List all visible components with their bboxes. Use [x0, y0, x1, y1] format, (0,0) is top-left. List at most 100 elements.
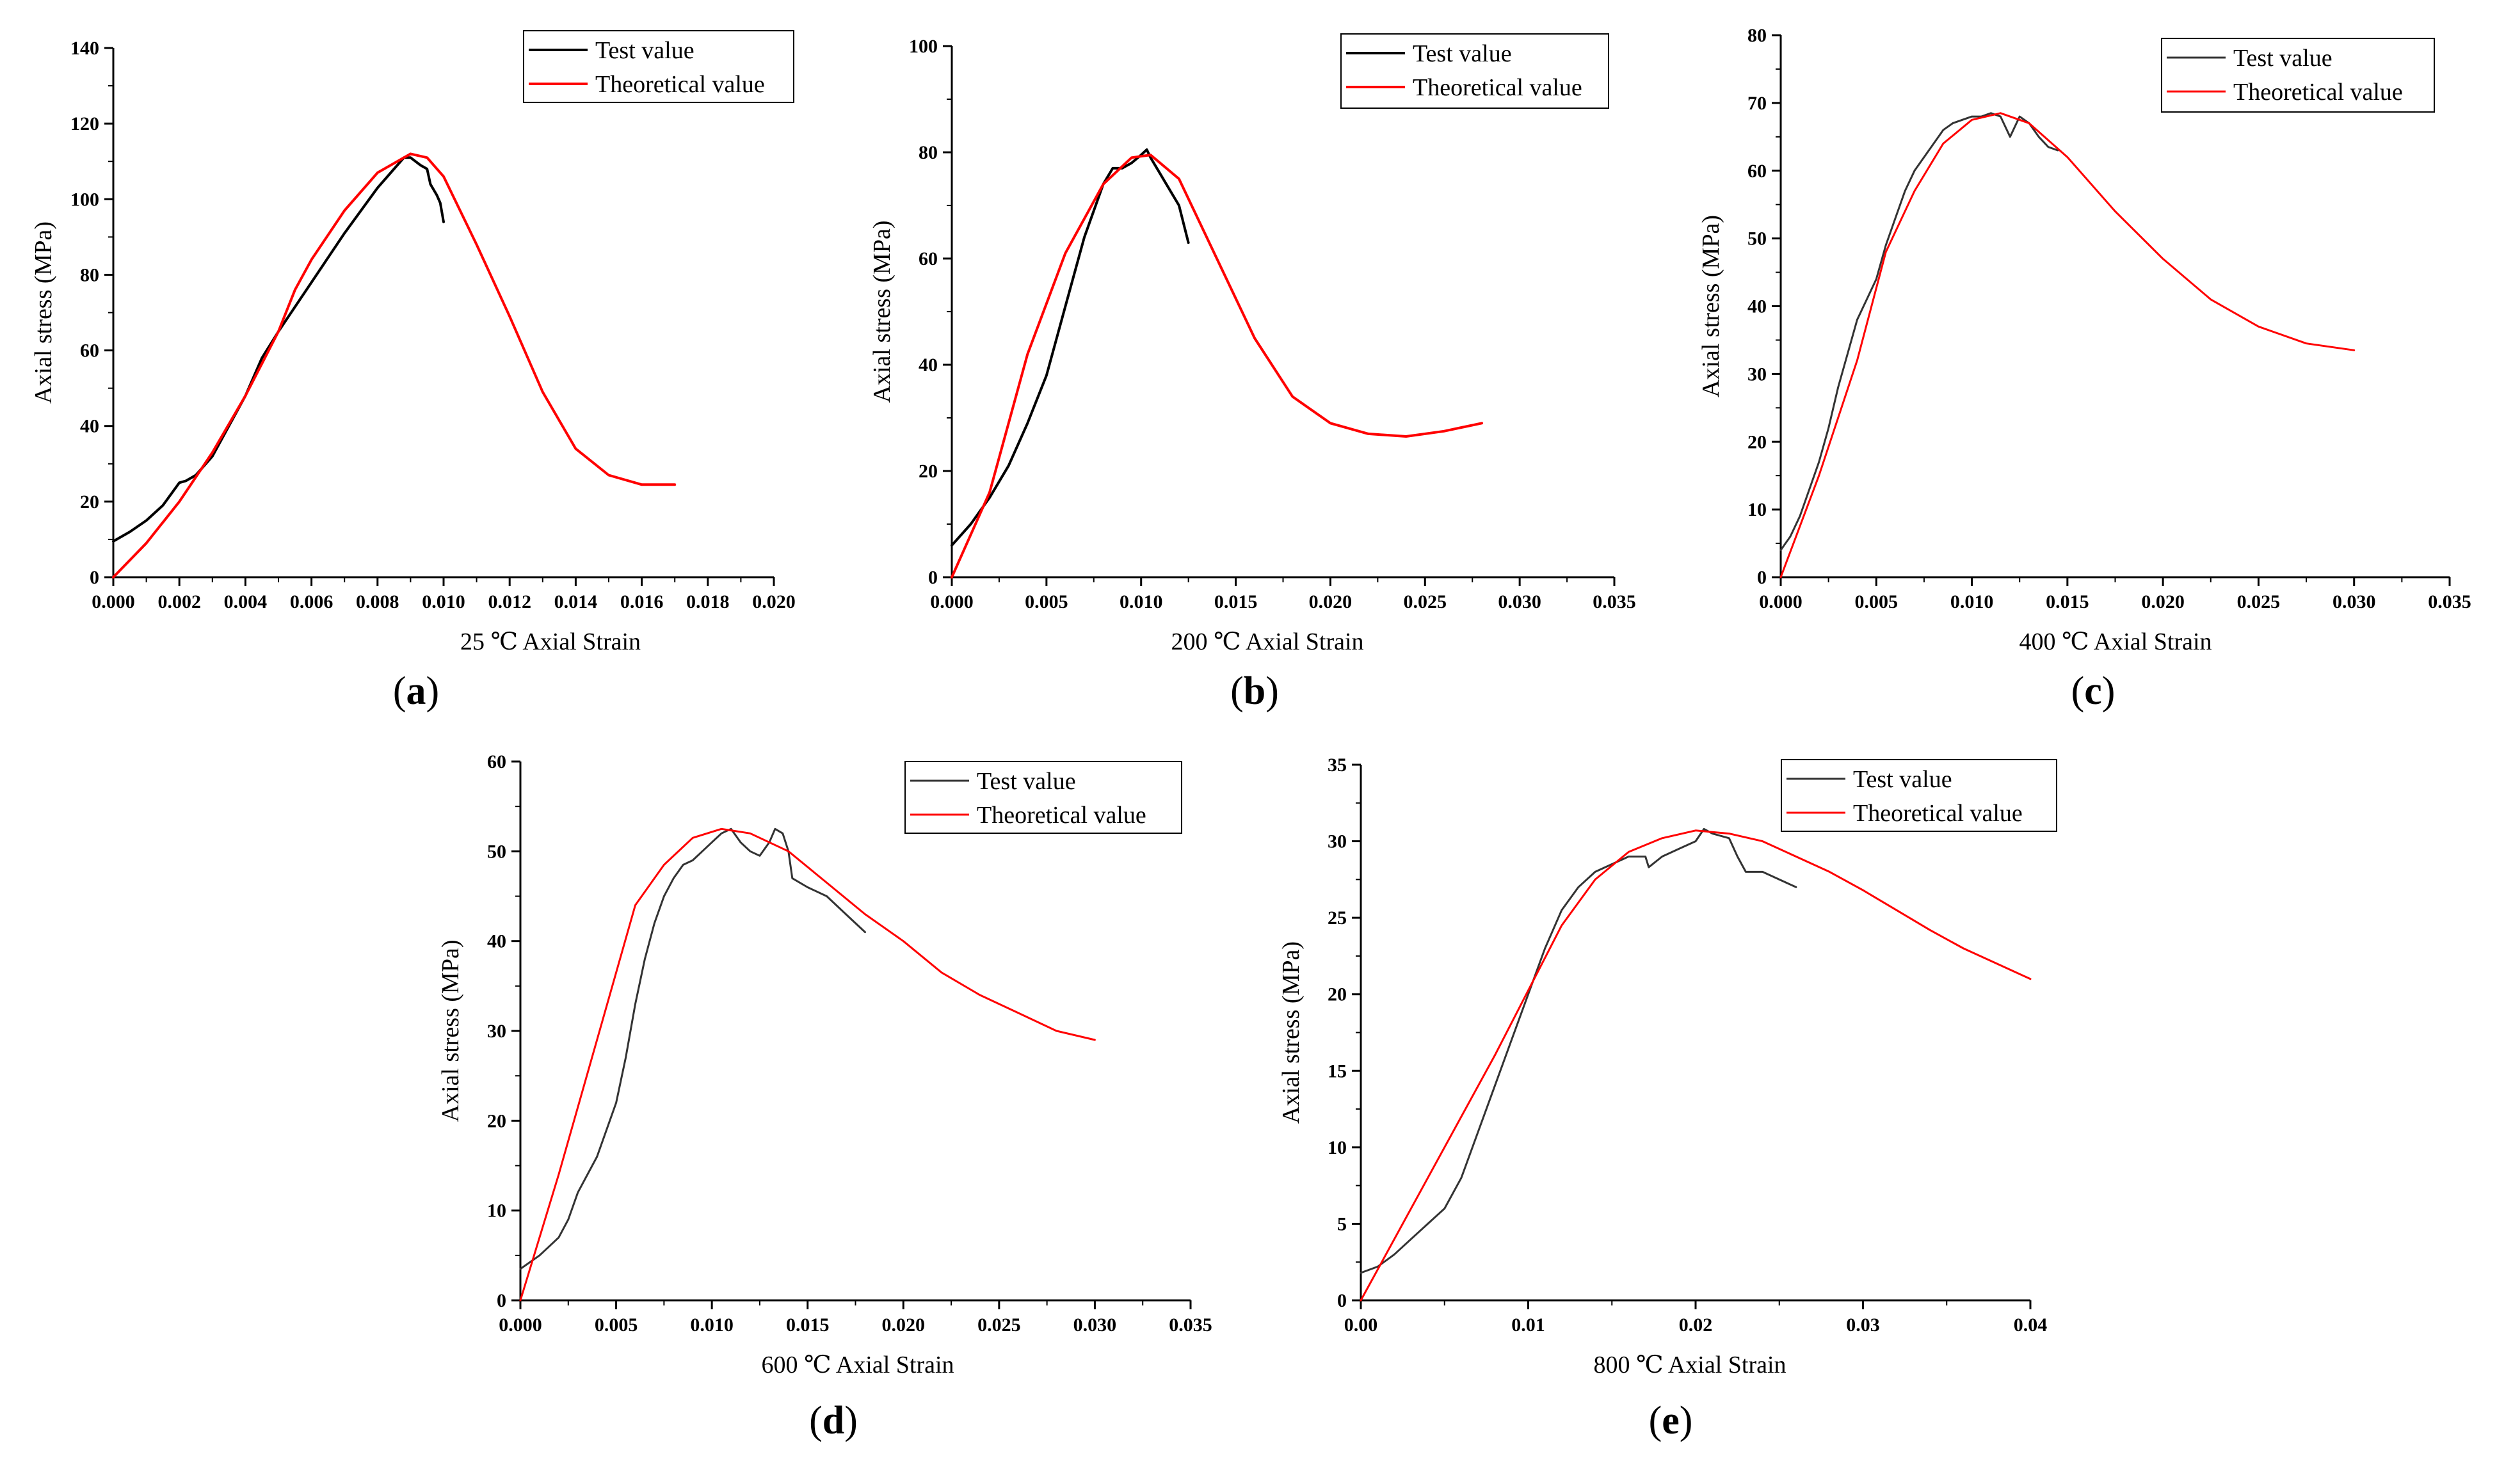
series-line-test: [519, 827, 866, 1270]
series-line-theoretical: [1779, 112, 2356, 578]
y-tick-label: 80: [919, 142, 938, 163]
series-line-theoretical: [1360, 829, 2032, 1302]
panel-label-letter: d: [823, 1399, 844, 1442]
x-tick-label: 0.016: [620, 591, 664, 612]
legend-box: [1781, 759, 2057, 832]
y-tick-label: 5: [1337, 1213, 1347, 1234]
y-tick-label: 20: [919, 461, 938, 482]
x-tick-label: 0.035: [2428, 591, 2471, 612]
y-tick-label: 10: [487, 1201, 506, 1222]
y-tick-label: 10: [1328, 1137, 1347, 1158]
legend-label: Theoretical value: [595, 71, 765, 98]
legend-label: Test value: [1853, 766, 1952, 793]
x-tick-label: 0.020: [1309, 591, 1353, 612]
series-line-test: [1779, 112, 2059, 552]
x-axis-title: 25 ℃ Axial Strain: [460, 628, 641, 655]
legend-box: [1340, 33, 1609, 109]
y-tick-label: 140: [70, 38, 99, 59]
panel-label: (c): [2071, 669, 2116, 713]
x-tick-label: 0.012: [488, 591, 531, 612]
x-tick-label: 0.005: [1855, 591, 1899, 612]
y-tick-label: 100: [909, 36, 938, 57]
legend: Test value Theoretical value: [1781, 759, 2057, 832]
legend-label: Theoretical value: [977, 802, 1146, 829]
chart-d: 0.000 0.005 0.010 0.015 0.020 0.025 0.030 0.035…: [437, 751, 1212, 1442]
legend-label: Theoretical value: [1413, 74, 1582, 101]
legend: Test value Theoretical value: [904, 761, 1182, 834]
x-axis-title: 600 ℃ Axial Strain: [761, 1352, 954, 1378]
panel-label: (b): [1230, 669, 1279, 713]
panel-label: (e): [1649, 1399, 1693, 1442]
legend-box: [2161, 38, 2435, 113]
y-tick-label: 80: [1747, 25, 1767, 46]
x-tick-label: 0.020: [882, 1314, 926, 1336]
y-axis-title: Axial stress (MPa): [1278, 941, 1305, 1124]
y-tick-label: 50: [1747, 228, 1767, 250]
x-axis-title: 200 ℃ Axial Strain: [1171, 628, 1363, 655]
y-tick-label: 20: [487, 1110, 506, 1131]
series-line-test: [951, 148, 1190, 547]
x-tick-label: 0.002: [157, 591, 201, 612]
x-tick-label: 0.018: [686, 591, 730, 612]
chart-e: 0.00 0.01 0.02 0.03 0.04 0 5 10 15 20 25 30 35 800 ℃ …: [1278, 754, 2057, 1442]
legend-label: Test value: [595, 37, 695, 64]
legend-box: [523, 30, 794, 103]
y-axis-title: Axial stress (MPa): [1698, 215, 1724, 397]
panel-label-letter: c: [2084, 669, 2102, 713]
series-line-theoretical: [519, 827, 1096, 1302]
y-tick-label: 25: [1328, 907, 1347, 929]
x-tick-label: 0.006: [290, 591, 333, 612]
x-tick-label: 0.025: [977, 1314, 1021, 1336]
x-tick-label: 0.025: [1404, 591, 1447, 612]
y-tick-label: 40: [919, 355, 938, 376]
x-tick-label: 0.000: [92, 591, 135, 612]
x-tick-label: 0.010: [690, 1314, 734, 1336]
y-tick-label: 20: [1328, 984, 1347, 1005]
chart-c: 0.000 0.005 0.010 0.015 0.020 0.025 0.030 0.035…: [1698, 25, 2471, 713]
y-tick-label: 70: [1747, 93, 1767, 114]
x-tick-label: 0.014: [554, 591, 598, 612]
x-tick-label: 0.030: [1498, 591, 1541, 612]
y-tick-label: 15: [1328, 1060, 1347, 1081]
y-tick-label: 0: [90, 567, 99, 588]
x-tick-label: 0.03: [1846, 1314, 1880, 1336]
legend-label: Theoretical value: [1853, 800, 2023, 827]
series-line-test: [112, 156, 445, 543]
y-tick-label: 10: [1747, 499, 1767, 520]
x-tick-label: 0.000: [499, 1314, 542, 1336]
y-tick-label: 30: [1328, 831, 1347, 852]
y-tick-label: 20: [1747, 431, 1767, 452]
y-tick-label: 120: [70, 113, 99, 134]
y-tick-label: 0: [1757, 567, 1767, 588]
series-line-test: [1360, 827, 1797, 1274]
legend-label: Theoretical value: [2233, 79, 2403, 106]
y-tick-label: 80: [80, 264, 99, 285]
x-tick-label: 0.035: [1169, 1314, 1212, 1336]
y-tick-label: 100: [70, 189, 99, 210]
x-tick-label: 0.015: [2046, 591, 2089, 612]
y-axis-title: Axial stress (MPa): [437, 940, 464, 1122]
y-tick-label: 20: [80, 491, 99, 513]
panel-label: (d): [809, 1399, 858, 1442]
y-tick-label: 40: [80, 416, 99, 437]
x-tick-label: 0.010: [422, 591, 465, 612]
legend: Test value Theoretical value: [523, 30, 794, 103]
x-tick-label: 0.030: [2332, 591, 2376, 612]
panel-label-letter: a: [406, 669, 426, 713]
x-tick-label: 0.015: [1214, 591, 1258, 612]
x-tick-label: 0.00: [1344, 1314, 1378, 1336]
y-tick-label: 0: [497, 1290, 506, 1311]
series-line-theoretical: [951, 154, 1483, 578]
y-axis-title: Axial stress (MPa): [30, 221, 57, 404]
x-tick-label: 0.008: [356, 591, 399, 612]
legend: Test value Theoretical value: [2161, 38, 2435, 113]
x-axis-title: 800 ℃ Axial Strain: [1593, 1352, 1786, 1378]
y-tick-label: 60: [487, 751, 506, 772]
x-axis-title: 400 ℃ Axial Strain: [2019, 628, 2212, 655]
y-tick-label: 60: [919, 248, 938, 269]
y-tick-label: 60: [80, 340, 99, 362]
y-tick-label: 60: [1747, 161, 1767, 182]
y-tick-label: 40: [487, 931, 506, 952]
legend: Test value Theoretical value: [1340, 33, 1609, 109]
y-tick-label: 0: [928, 567, 938, 588]
